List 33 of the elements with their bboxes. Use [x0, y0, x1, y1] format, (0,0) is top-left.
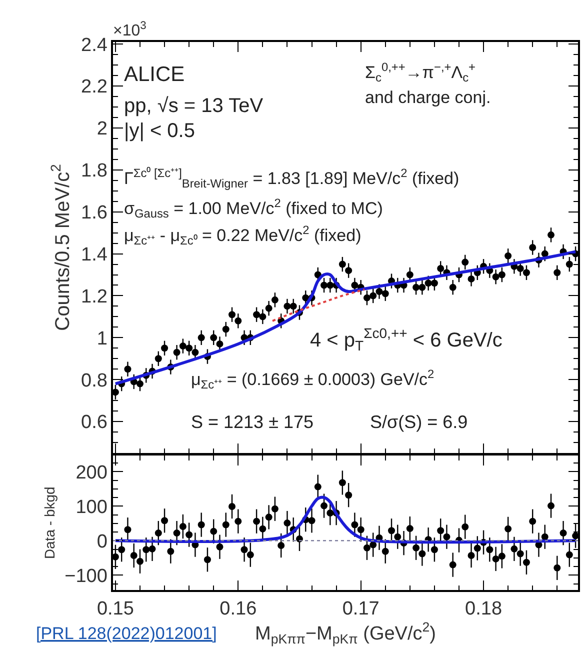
x-tick-label: 0.16 — [220, 598, 257, 620]
annotation: 4 < p$_{T}$$^{Σc0,++}$ < 6 GeV/c — [310, 325, 502, 354]
annotation: μ$_{Σc⁺⁺}$ = (0.1669 ± 0.0003) GeV/c$^{2}$ — [191, 367, 435, 392]
annotation: and charge conj. — [365, 88, 491, 107]
y-axis-title: Data - bkgd — [42, 486, 58, 560]
y-tick-label: 1.8 — [81, 160, 108, 182]
y-tick-label: 100 — [76, 496, 108, 518]
annotation: S = 1213 ± 175 — [191, 412, 314, 432]
annotation: μ$_{Σc⁺⁺}$ - μ$_{Σc⁰}$ = 0.22 MeV/c$^{2}$ (fixed) — [124, 223, 362, 248]
y-tick-label: 0 — [96, 531, 108, 552]
y-tick-label: 200 — [76, 462, 108, 484]
y-tick-label: 2.2 — [81, 76, 108, 98]
annotation: pp, √s = 13 TeV — [124, 95, 264, 117]
y-tick-label: 2.4 — [81, 34, 108, 56]
y-tick-label: 0.8 — [81, 370, 108, 392]
y-tick-label: 1 — [96, 328, 108, 350]
y-tick-label: 0.6 — [81, 412, 108, 434]
y-tick-label: 2 — [96, 118, 108, 140]
text: [PRL 128(2022)012001] — [36, 624, 217, 643]
y-tick-label: 1.4 — [81, 244, 108, 266]
x-tick-label: 0.18 — [465, 598, 502, 620]
y-tick-label: −100 — [64, 566, 108, 587]
annotation: S/σ(S) = 6.9 — [370, 412, 468, 432]
x-tick-label: 0.15 — [96, 598, 134, 620]
x-tick-label: 0.17 — [342, 598, 380, 620]
y-tick-label: 1.6 — [81, 202, 108, 224]
y-tick-label: 1.2 — [81, 286, 108, 308]
text: ×10$^{3}$ — [113, 20, 146, 40]
annotation: |y| < 0.5 — [124, 120, 195, 142]
annotation: Γ$^{Σc⁰ [Σc⁺⁺]}$$_{Breit-Wigner}$ = 1.83 [1.89] MeV/c$^{2}$ (fixed) — [124, 166, 460, 191]
annotation: σ$_{Gauss}$ = 1.00 MeV/c$^{2}$ (fixed to MC) — [124, 196, 383, 221]
x-axis-title: M$_{pKππ}$−M$_{pKπ}$ (GeV/c$^{2}$) — [255, 620, 436, 647]
annotation: ALICE — [124, 63, 185, 86]
